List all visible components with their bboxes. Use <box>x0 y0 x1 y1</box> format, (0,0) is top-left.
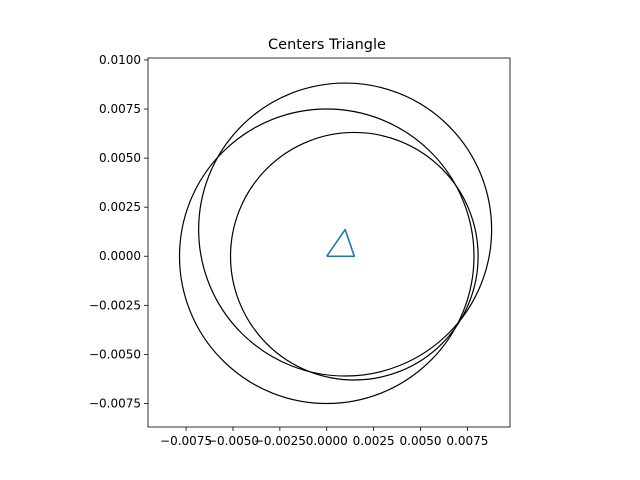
centers-triangle-line <box>326 228 356 258</box>
x-axis: −0.0075−0.0050−0.0025 0.0000 0.0025 0.0050 0… <box>160 427 488 448</box>
y-tick-label: 0.0075 <box>99 102 141 116</box>
axes-frame <box>147 57 511 428</box>
circle-1 <box>178 108 475 405</box>
circle-3 <box>229 131 479 381</box>
x-tick-label: −0.0075 <box>160 434 212 448</box>
plot-area <box>178 82 493 405</box>
chart-title: Centers Triangle <box>268 37 386 53</box>
y-tick-label: 0.0000 <box>99 249 141 263</box>
x-tick-label: 0.0025 <box>353 434 395 448</box>
y-tick-label: 0.0050 <box>99 151 141 165</box>
x-tick-label: 0.0075 <box>446 434 488 448</box>
x-tick-label: 0.0000 <box>306 434 348 448</box>
y-tick-label: 0.0100 <box>99 53 141 67</box>
y-tick-label: −0.0075 <box>89 396 141 410</box>
x-tick-label: −0.0025 <box>254 434 306 448</box>
y-axis: −0.0075 −0.0050 −0.0025 0.0000 0.0025 0.0050 0… <box>89 53 148 410</box>
y-tick-label: 0.0025 <box>99 200 141 214</box>
y-tick-label: −0.0025 <box>89 298 141 312</box>
x-tick-label: 0.0050 <box>400 434 442 448</box>
x-tick-label: −0.0050 <box>207 434 259 448</box>
y-tick-label: −0.0050 <box>89 347 141 361</box>
circle-2 <box>198 82 493 377</box>
